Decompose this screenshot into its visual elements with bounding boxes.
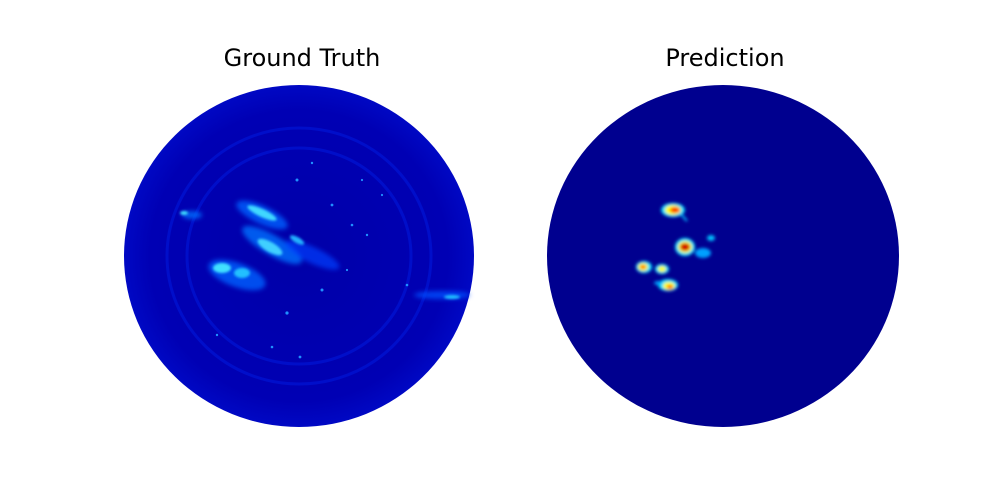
ground-truth-panel: Ground Truth	[122, 0, 482, 500]
prediction-disk	[547, 85, 899, 427]
ground-truth-title: Ground Truth	[223, 44, 381, 72]
prediction-panel: Prediction	[545, 0, 905, 500]
ground-truth-echo-cores	[180, 205, 460, 299]
range-ring-inner	[185, 146, 413, 366]
prediction-title: Prediction	[665, 44, 785, 72]
prediction-radar-image	[547, 85, 899, 427]
range-ring-outer	[165, 126, 433, 386]
ground-truth-radar-image	[124, 85, 474, 427]
ground-truth-speckles	[215, 161, 409, 359]
prediction-blobs	[636, 203, 715, 291]
